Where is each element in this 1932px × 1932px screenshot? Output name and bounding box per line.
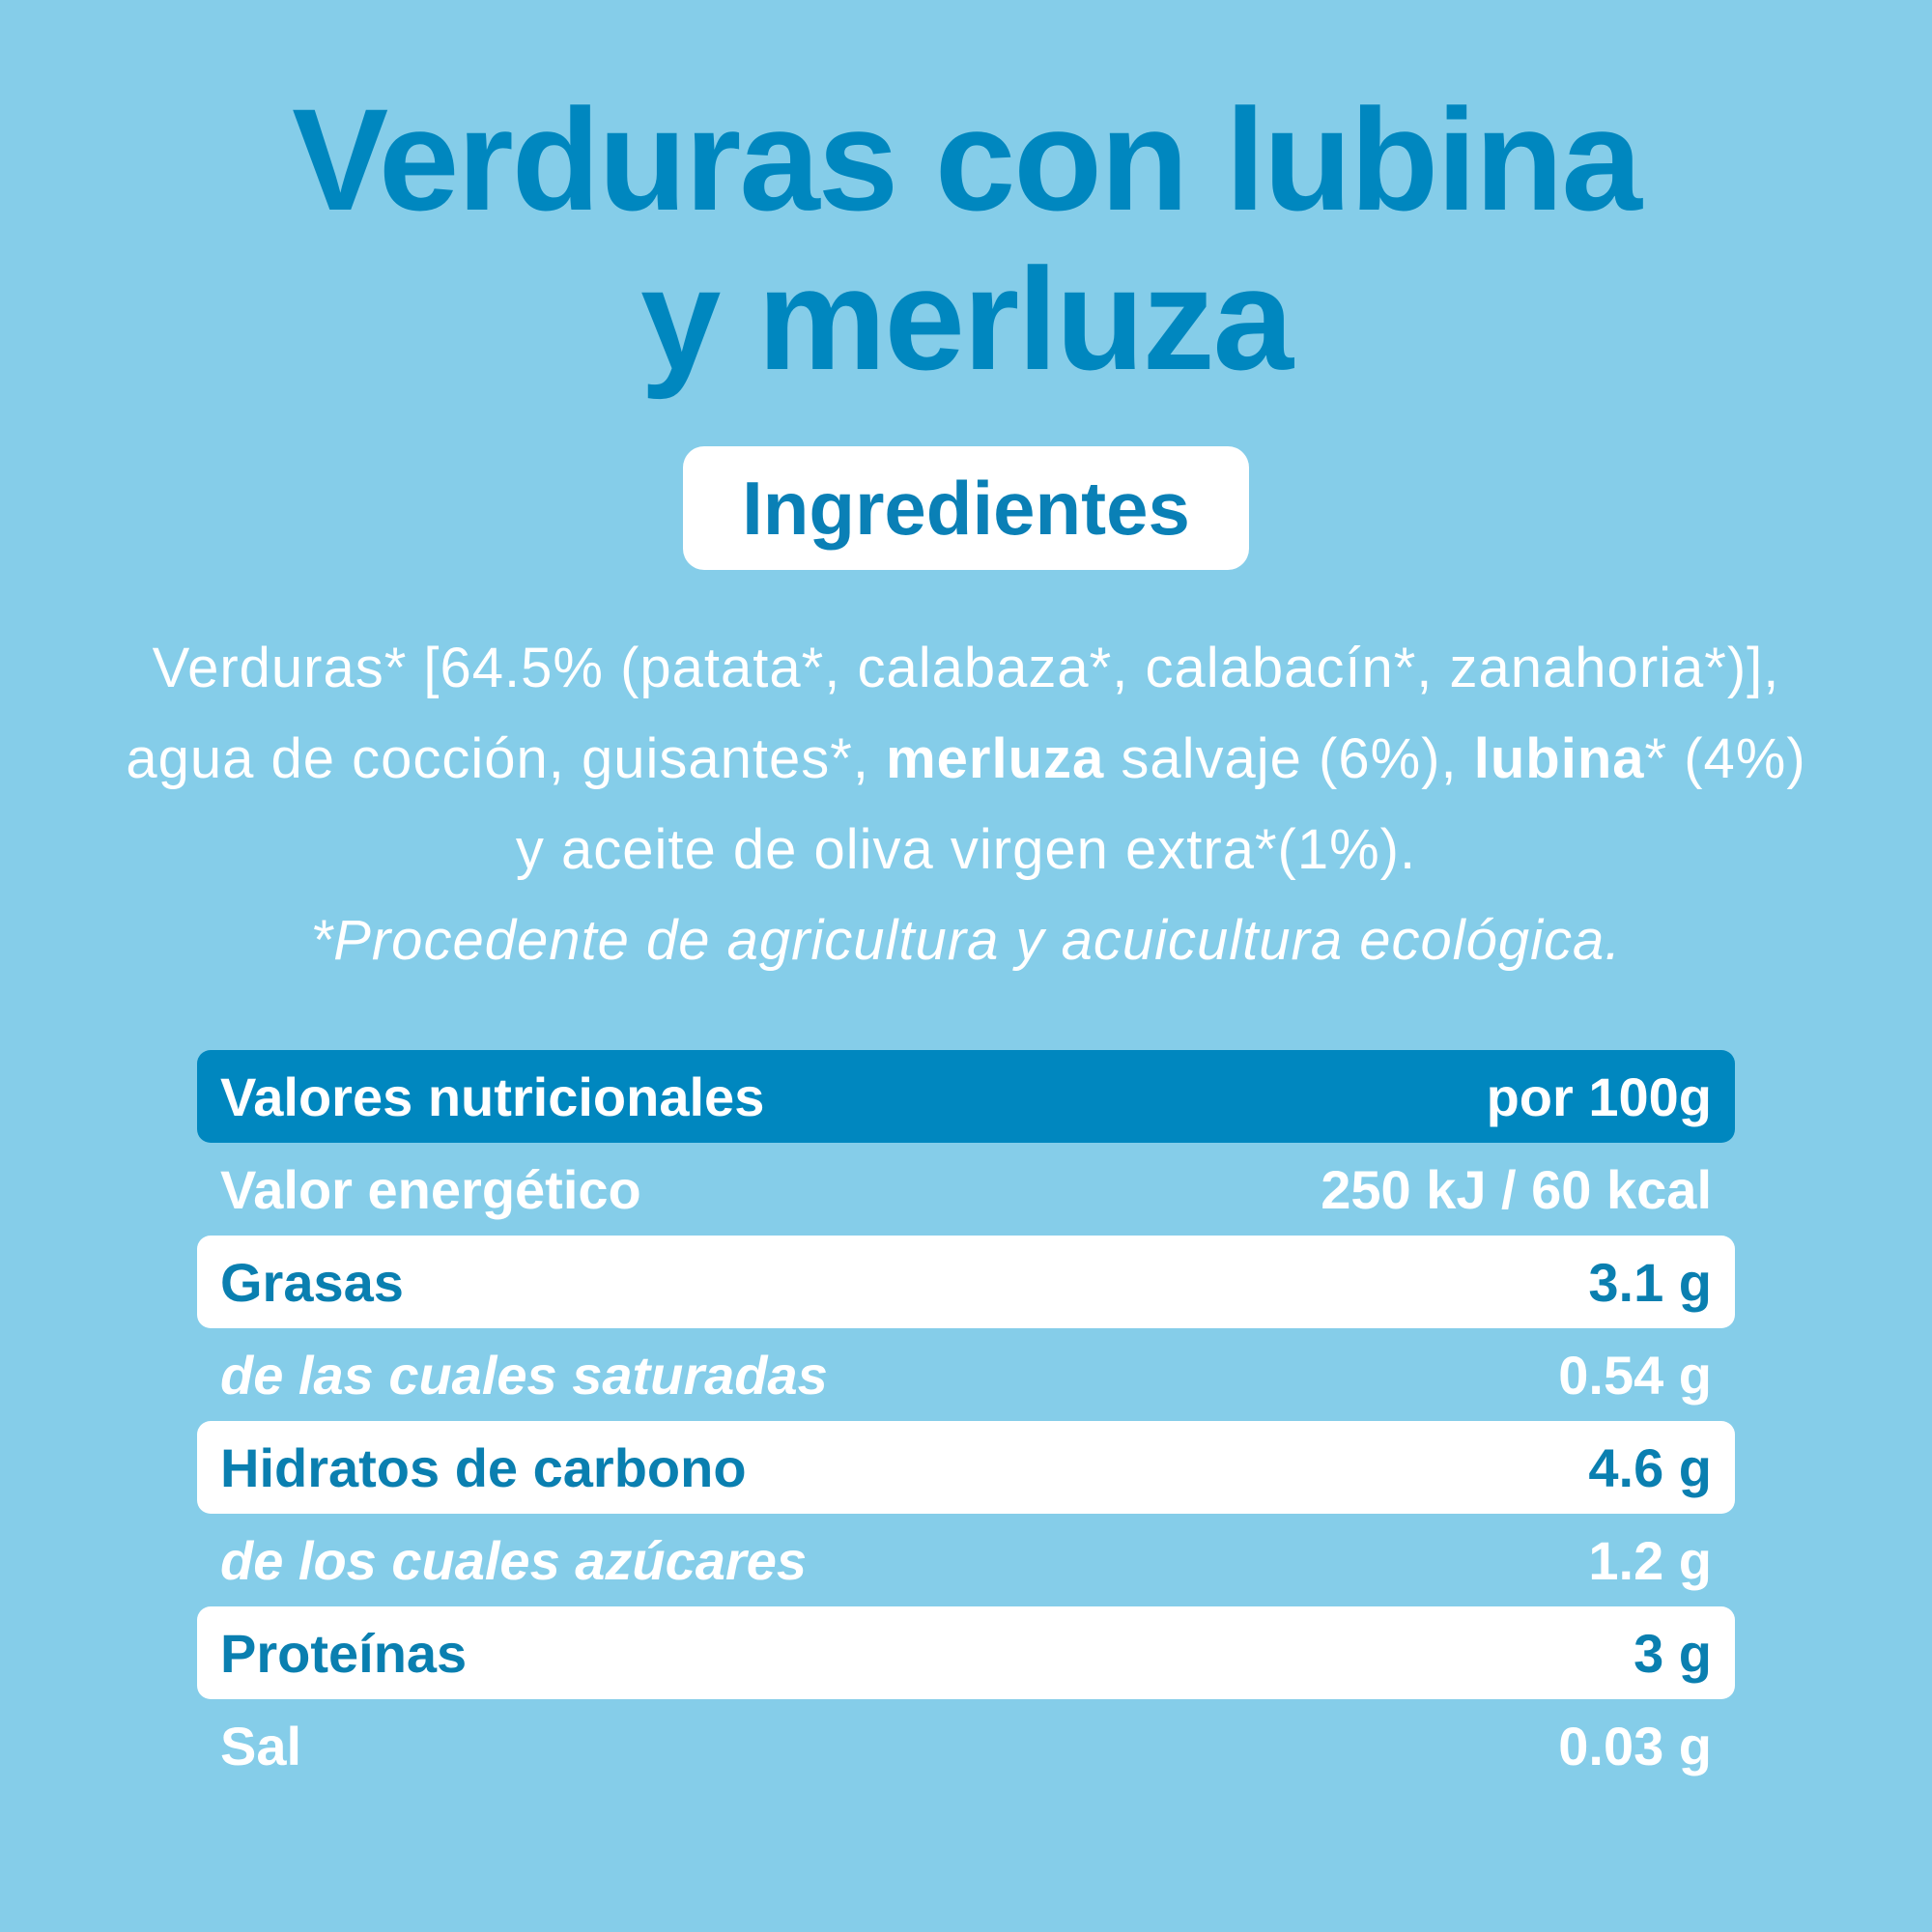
row-value: 0.54 g [1558, 1344, 1712, 1406]
table-row: Sal 0.03 g [197, 1699, 1735, 1792]
row-value: 250 kJ / 60 kcal [1321, 1158, 1712, 1220]
row-label: Proteínas [220, 1622, 468, 1684]
ingredients-note: *Procedente de agricultura y acuicultura… [310, 909, 1622, 972]
ingredient-segment: * (4%) y aceite de oliva virgen extra*(1… [515, 727, 1806, 881]
row-value: 3 g [1634, 1622, 1712, 1684]
table-row: Hidratos de carbono 4.6 g [197, 1421, 1735, 1514]
nutrition-table: Valores nutricionales por 100g Valor ene… [197, 1050, 1735, 1792]
row-label: Grasas [220, 1251, 404, 1313]
row-label: de las cuales saturadas [220, 1344, 828, 1406]
row-label: Valor energético [220, 1158, 641, 1220]
row-label: Sal [220, 1715, 302, 1776]
table-row: de las cuales saturadas 0.54 g [197, 1328, 1735, 1421]
ingredients-text: Verduras* [64.5% (patata*, calabaza*, ca… [126, 623, 1806, 986]
title-line: y merluza [640, 238, 1293, 400]
header-cell: por 100g [1486, 1065, 1712, 1127]
header-cell: Valores nutricionales [220, 1065, 765, 1127]
ingredient-segment: Verduras* [64.5% (patata*, calabaza*, ca… [126, 637, 1780, 790]
ingredient-segment: merluza [886, 727, 1105, 790]
row-label: de los cuales azúcares [220, 1529, 808, 1591]
row-value: 1.2 g [1588, 1529, 1712, 1591]
table-row: Valor energético 250 kJ / 60 kcal [197, 1143, 1735, 1236]
ingredient-segment: lubina [1473, 727, 1645, 790]
table-header: Valores nutricionales por 100g [197, 1050, 1735, 1143]
table-row: de los cuales azúcares 1.2 g [197, 1514, 1735, 1606]
ingredients-badge: Ingredientes [683, 446, 1249, 570]
row-value: 3.1 g [1588, 1251, 1712, 1313]
table-row: Grasas 3.1 g [197, 1236, 1735, 1328]
row-value: 0.03 g [1558, 1715, 1712, 1776]
title-line: Verduras con lubina [292, 78, 1642, 241]
row-value: 4.6 g [1588, 1436, 1712, 1498]
ingredient-segment: salvaje (6%), [1104, 727, 1474, 790]
table-row: Proteínas 3 g [197, 1606, 1735, 1699]
row-label: Hidratos de carbono [220, 1436, 747, 1498]
